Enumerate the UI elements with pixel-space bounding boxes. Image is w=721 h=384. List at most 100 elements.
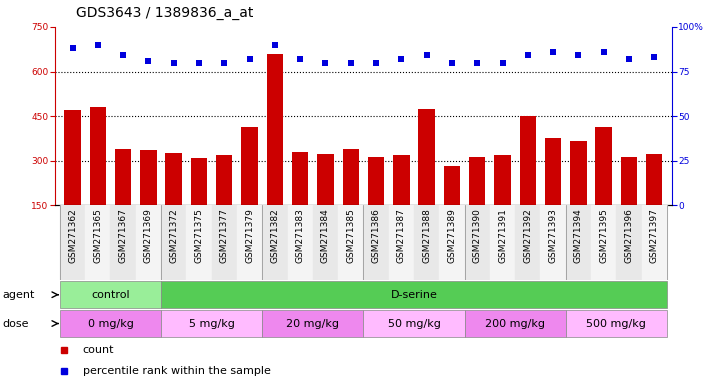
Bar — [363, 205, 389, 280]
Text: GSM271382: GSM271382 — [270, 209, 279, 263]
Bar — [342, 149, 359, 250]
Point — [522, 52, 534, 58]
Bar — [292, 152, 309, 250]
Bar — [368, 157, 384, 250]
Point — [168, 60, 180, 66]
Bar — [313, 205, 338, 280]
Text: GSM271383: GSM271383 — [296, 209, 305, 263]
Bar — [216, 156, 232, 250]
Bar — [161, 281, 667, 308]
Text: GSM271372: GSM271372 — [169, 209, 178, 263]
Point — [345, 60, 356, 66]
Bar — [464, 205, 490, 280]
Point — [421, 52, 433, 58]
Bar — [212, 205, 237, 280]
Bar — [642, 205, 667, 280]
Bar — [115, 149, 131, 250]
Bar — [490, 205, 515, 280]
Text: GSM271387: GSM271387 — [397, 209, 406, 263]
Bar — [389, 205, 414, 280]
Bar — [267, 54, 283, 250]
Text: 500 mg/kg: 500 mg/kg — [586, 318, 646, 329]
Bar — [60, 281, 161, 308]
Bar — [165, 153, 182, 250]
Bar — [363, 310, 464, 337]
Point — [497, 60, 508, 66]
Bar — [596, 127, 612, 250]
Point — [269, 42, 280, 48]
Bar — [545, 137, 562, 250]
Text: GSM271393: GSM271393 — [549, 209, 557, 263]
Text: GSM271392: GSM271392 — [523, 209, 532, 263]
Point — [92, 42, 104, 48]
Bar — [288, 205, 313, 280]
Bar — [64, 110, 81, 250]
Text: GSM271389: GSM271389 — [448, 209, 456, 263]
Bar — [89, 107, 106, 250]
Bar — [262, 205, 288, 280]
Bar — [317, 154, 334, 250]
Text: GSM271362: GSM271362 — [68, 209, 77, 263]
Point — [396, 56, 407, 62]
Bar — [495, 156, 510, 250]
Text: percentile rank within the sample: percentile rank within the sample — [83, 366, 270, 376]
Bar — [140, 151, 156, 250]
Bar — [60, 205, 85, 280]
Bar — [393, 156, 410, 250]
Bar — [469, 157, 485, 250]
Text: 0 mg/kg: 0 mg/kg — [87, 318, 133, 329]
Text: 50 mg/kg: 50 mg/kg — [387, 318, 441, 329]
Point — [572, 52, 584, 58]
Bar — [161, 205, 186, 280]
Text: GSM271391: GSM271391 — [498, 209, 507, 263]
Text: control: control — [91, 290, 130, 300]
Bar — [443, 166, 460, 250]
Point — [143, 58, 154, 64]
Point — [547, 49, 559, 55]
Bar — [242, 127, 258, 250]
Point — [446, 60, 458, 66]
Point — [244, 56, 255, 62]
Text: GSM271397: GSM271397 — [650, 209, 659, 263]
Bar — [186, 205, 212, 280]
Point — [472, 60, 483, 66]
Text: GSM271365: GSM271365 — [93, 209, 102, 263]
Bar — [418, 109, 435, 250]
Bar — [60, 310, 161, 337]
Text: GSM271395: GSM271395 — [599, 209, 609, 263]
Bar — [464, 310, 566, 337]
Bar — [161, 310, 262, 337]
Bar — [520, 116, 536, 250]
Text: GSM271388: GSM271388 — [422, 209, 431, 263]
Point — [193, 60, 205, 66]
Bar — [439, 205, 464, 280]
Point — [294, 56, 306, 62]
Text: GSM271394: GSM271394 — [574, 209, 583, 263]
Bar — [646, 154, 663, 250]
Text: GSM271379: GSM271379 — [245, 209, 254, 263]
Bar — [616, 205, 642, 280]
Text: GSM271367: GSM271367 — [118, 209, 128, 263]
Point — [648, 54, 660, 60]
Text: GSM271377: GSM271377 — [220, 209, 229, 263]
Text: GSM271396: GSM271396 — [624, 209, 634, 263]
Text: agent: agent — [2, 290, 35, 300]
Bar — [621, 157, 637, 250]
Point — [218, 60, 230, 66]
Text: GSM271375: GSM271375 — [195, 209, 203, 263]
Bar — [566, 205, 591, 280]
Point — [118, 52, 129, 58]
Text: D-serine: D-serine — [391, 290, 438, 300]
Bar — [262, 310, 363, 337]
Point — [598, 49, 609, 55]
Bar — [136, 205, 161, 280]
Text: 5 mg/kg: 5 mg/kg — [189, 318, 234, 329]
Bar — [414, 205, 439, 280]
Bar — [237, 205, 262, 280]
Text: GDS3643 / 1389836_a_at: GDS3643 / 1389836_a_at — [76, 6, 254, 20]
Text: GSM271384: GSM271384 — [321, 209, 330, 263]
Bar — [566, 310, 667, 337]
Point — [319, 60, 331, 66]
Text: GSM271390: GSM271390 — [473, 209, 482, 263]
Text: dose: dose — [2, 318, 29, 329]
